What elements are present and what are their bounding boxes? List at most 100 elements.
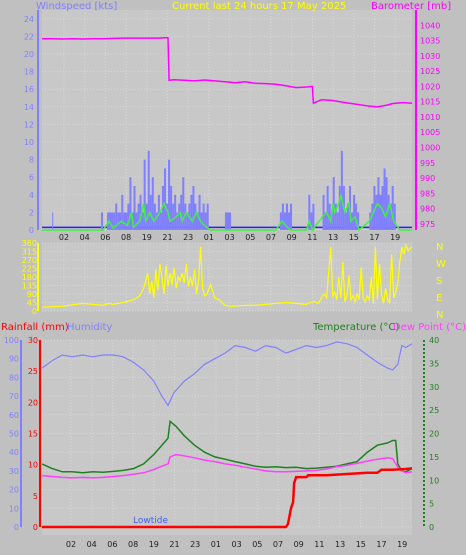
- x-tick-label: 19: [149, 540, 159, 549]
- rain-tick-label: 5: [33, 492, 38, 501]
- windspeed-tick-label: 10: [24, 138, 34, 147]
- windspeed-bar: [283, 212, 286, 230]
- direction-tick-label: 270: [22, 256, 37, 265]
- windspeed-bar: [161, 186, 164, 230]
- windspeed-bar: [143, 159, 146, 230]
- temperature-tick-label: 30: [429, 383, 439, 392]
- x-tick-label: 07: [273, 540, 283, 549]
- windspeed-bar: [375, 194, 378, 230]
- x-tick-label: 11: [314, 540, 324, 549]
- windspeed-bar: [312, 203, 315, 230]
- x-tick-label: 13: [335, 540, 345, 549]
- x-tick-label: 07: [266, 233, 276, 242]
- windspeed-bar: [182, 177, 185, 230]
- windspeed-bar: [163, 168, 167, 230]
- rain-tick-label: 0: [33, 523, 38, 532]
- x-tick-label: 06: [100, 233, 110, 242]
- temperature-tick-label: 40: [429, 336, 439, 345]
- windspeed-bar: [322, 194, 325, 230]
- windspeed-bar: [355, 203, 358, 230]
- barometer-tick-label: 1035: [420, 37, 440, 46]
- windspeed-bar: [129, 177, 132, 230]
- x-tick-label: 15: [349, 233, 359, 242]
- windspeed-bar: [287, 212, 291, 230]
- x-tick-label: 04: [80, 233, 90, 242]
- windspeed-bar: [373, 186, 376, 230]
- windspeed-bar: [202, 203, 205, 230]
- wind-direction-line: [41, 242, 413, 308]
- windspeed-bar: [389, 203, 392, 230]
- windspeed-bar: [196, 212, 199, 230]
- x-tick-label: 02: [59, 233, 69, 242]
- windspeed-bar: [192, 186, 195, 230]
- temp-rain-grid: [42, 339, 412, 528]
- windspeed-bar: [310, 212, 313, 230]
- windspeed-bar: [204, 212, 207, 230]
- windspeed-bar: [133, 186, 136, 230]
- compass-label: N: [436, 242, 443, 253]
- windspeed-tick-label: 2: [29, 208, 34, 217]
- compass-label: N: [436, 310, 443, 321]
- windspeed-bar: [159, 212, 162, 230]
- temperature-label: Temperature (°C): [312, 322, 399, 333]
- barometer-tick-label: 1030: [420, 52, 440, 61]
- temperature-tick-label: 0: [429, 523, 434, 532]
- x-tick-label: 19: [390, 233, 400, 242]
- windspeed-bar: [383, 168, 386, 230]
- windspeed-bar: [334, 203, 337, 230]
- windspeed-tick-label: 24: [24, 15, 34, 24]
- chart-title: Current last 24 hours 17 May 2025: [172, 1, 346, 12]
- x-tick-label: 08: [128, 540, 138, 549]
- windspeed-bar: [172, 203, 175, 230]
- barometer-tick-label: 975: [420, 220, 435, 229]
- windspeed-bar: [290, 203, 293, 230]
- x-tick-label: 03: [232, 540, 242, 549]
- x-tick-label: 19: [397, 540, 407, 549]
- windspeed-bar: [52, 212, 54, 230]
- wind-direction-marks: [41, 242, 413, 308]
- wind-baro-marks: [42, 37, 413, 232]
- x-tick-label: 05: [245, 233, 255, 242]
- temp-rain-plot-area: [42, 340, 412, 535]
- x-tick-label: 06: [107, 540, 117, 549]
- windspeed-bar: [391, 186, 394, 230]
- x-tick-label: 23: [190, 540, 200, 549]
- humidity-label: Humidity: [67, 322, 112, 333]
- windspeed-bar: [184, 203, 187, 230]
- dewpoint-label: Dew Point (°C): [393, 322, 466, 333]
- windspeed-bar: [279, 212, 282, 230]
- x-tick-label: 01: [204, 233, 214, 242]
- windspeed-bar: [155, 212, 158, 230]
- windspeed-bar: [206, 203, 209, 230]
- windspeed-bar: [381, 186, 384, 230]
- rainfall-label: Rainfall (mm): [1, 322, 69, 333]
- compass-label: W: [436, 259, 446, 270]
- windspeed-bar: [170, 186, 173, 230]
- barometer-tick-label: 995: [420, 159, 435, 168]
- humidity-tick-label: 60: [9, 411, 19, 420]
- windspeed-tick-label: 22: [24, 32, 34, 41]
- windspeed-bar: [139, 194, 142, 230]
- windspeed-bar: [147, 150, 150, 230]
- wind-baro-plot-area: [42, 10, 412, 230]
- windspeed-bar: [107, 212, 114, 230]
- humidity-tick-label: 70: [9, 392, 19, 401]
- barometer-tick-label: 1000: [420, 144, 440, 153]
- windspeed-bar: [157, 194, 160, 230]
- windspeed-tick-label: 8: [29, 156, 34, 165]
- x-tick-label: 02: [66, 540, 76, 549]
- wind-direction-grid: [42, 242, 412, 312]
- rain-tick-label: 30: [28, 336, 38, 345]
- humidity-tick-label: 90: [9, 355, 19, 364]
- windspeed-bar: [135, 212, 138, 230]
- windspeed-bar: [330, 212, 333, 230]
- barometer-label: Barometer [mb]: [371, 1, 451, 12]
- windspeed-bar: [198, 194, 201, 230]
- windspeed-bar: [224, 212, 232, 230]
- wind-baro-axes: 02 04 06 08 19 21 23 01 03 05 07 09 11 13 15 17 19024681…: [24, 10, 440, 242]
- windspeed-bar: [379, 194, 382, 230]
- windspeed-bar: [127, 203, 130, 230]
- barometer-tick-label: 1015: [420, 98, 440, 107]
- windspeed-bar: [194, 203, 197, 230]
